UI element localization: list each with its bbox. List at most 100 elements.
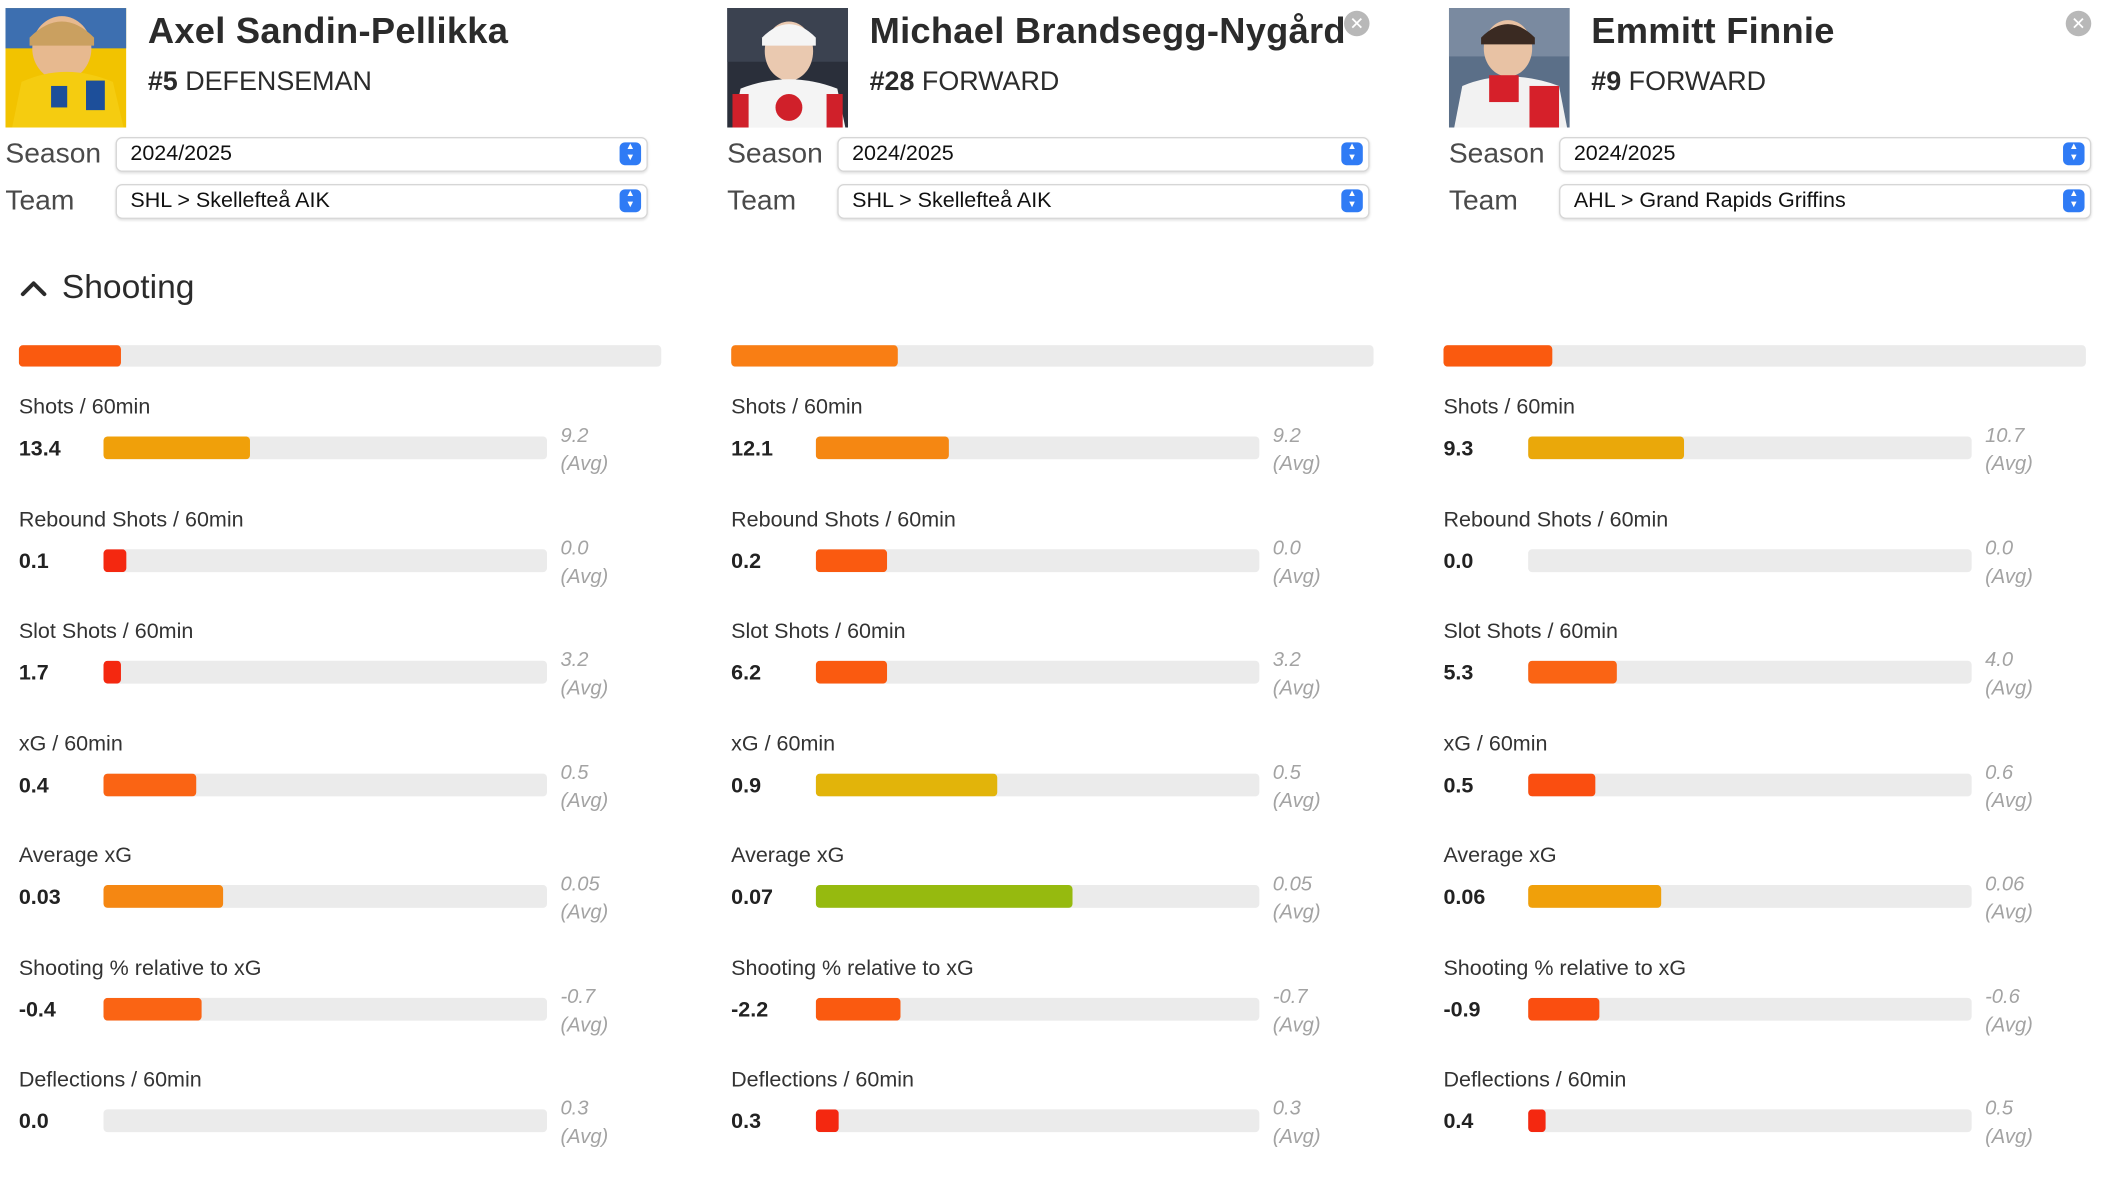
metric-average-suffix: (Avg) bbox=[560, 1125, 609, 1149]
metric-row: Shooting % relative to xG -0.9 -0.6 (Avg) bbox=[1443, 957, 2088, 1051]
metric-average-suffix: (Avg) bbox=[1985, 1125, 2033, 1149]
metric-bar bbox=[1528, 548, 1972, 572]
metric-average-value: 0.05 bbox=[560, 872, 600, 896]
metric-bar bbox=[815, 660, 1260, 684]
metric-average-suffix: (Avg) bbox=[1985, 564, 2033, 588]
metric-label: Deflections / 60min bbox=[731, 1069, 915, 1092]
metric-average-value: 0.5 bbox=[1272, 760, 1301, 784]
season-select[interactable]: 2024/2025 ▲ ▼ bbox=[115, 136, 648, 172]
metric-bar-fill bbox=[815, 436, 949, 460]
player-position-label: FORWARD bbox=[921, 67, 1060, 97]
season-row: Season 2024/2025 ▲ ▼ bbox=[1449, 136, 2092, 172]
metric-row: Slot Shots / 60min 5.3 4.0 (Avg) bbox=[1443, 620, 2088, 714]
metric-average-suffix: (Avg) bbox=[560, 452, 609, 476]
metric-bar bbox=[815, 997, 1260, 1021]
metric-label: Shots / 60min bbox=[18, 396, 151, 420]
metric-average: 0.0 (Avg) bbox=[560, 534, 608, 590]
metric-average-suffix: (Avg) bbox=[1985, 901, 2033, 924]
metric-average-value: -0.6 bbox=[1985, 985, 2020, 1008]
metric-average: 9.2 (Avg) bbox=[560, 422, 608, 478]
select-arrows-icon: ▲ ▼ bbox=[1341, 142, 1363, 166]
metric-row: Shooting % relative to xG -2.2 -0.7 (Avg) bbox=[731, 957, 1376, 1051]
metric-average-value: 4.0 bbox=[1985, 648, 2014, 672]
metric-row: Rebound Shots / 60min 0.2 0.0 (Avg) bbox=[731, 508, 1376, 602]
metric-average-value: 0.0 bbox=[1985, 536, 2014, 560]
team-select[interactable]: SHL > Skellefteå AIK ▲ ▼ bbox=[837, 183, 1370, 219]
metric-value: 0.03 bbox=[18, 886, 61, 910]
metric-bar bbox=[103, 660, 548, 684]
metric-average-suffix: (Avg) bbox=[1985, 1013, 2033, 1037]
metric-average-value: -0.7 bbox=[560, 985, 596, 1008]
metric-row: Shots / 60min 9.3 10.7 (Avg) bbox=[1443, 396, 2088, 490]
team-label: Team bbox=[727, 185, 797, 217]
metric-row: Deflections / 60min 0.3 0.3 (Avg) bbox=[731, 1069, 1376, 1163]
select-arrows-icon: ▲ ▼ bbox=[2063, 142, 2085, 166]
team-value: SHL > Skellefteå AIK bbox=[852, 189, 1052, 213]
season-select[interactable]: 2024/2025 ▲ ▼ bbox=[837, 136, 1370, 172]
metric-bar-fill bbox=[1528, 772, 1595, 796]
player-position-label: DEFENSEMAN bbox=[185, 67, 372, 97]
summary-bar bbox=[18, 345, 662, 367]
season-row: Season 2024/2025 ▲ ▼ bbox=[727, 136, 1370, 172]
metric-label: Shooting % relative to xG bbox=[1443, 956, 1687, 980]
metric-row: Deflections / 60min 0.4 0.5 (Avg) bbox=[1443, 1069, 2088, 1163]
player-number: #9 bbox=[1591, 67, 1622, 97]
metric-label: Shots / 60min bbox=[1443, 396, 1575, 420]
metric-bar-fill bbox=[1528, 436, 1684, 460]
metric-average: 3.2 (Avg) bbox=[1273, 646, 1321, 702]
metric-value: -0.4 bbox=[18, 998, 56, 1022]
metric-row: Average xG 0.06 0.06 (Avg) bbox=[1443, 845, 2088, 939]
metric-average-suffix: (Avg) bbox=[560, 564, 609, 588]
metric-average-value: 0.6 bbox=[1985, 760, 2014, 784]
metric-value: 12.1 bbox=[731, 437, 773, 461]
metric-value: -0.9 bbox=[1443, 998, 1481, 1022]
metric-label: Rebound Shots / 60min bbox=[18, 508, 244, 532]
metric-bar-fill bbox=[103, 548, 126, 572]
metric-bar bbox=[103, 772, 548, 796]
metric-average-suffix: (Avg) bbox=[1985, 452, 2033, 476]
season-select[interactable]: 2024/2025 ▲ ▼ bbox=[1559, 136, 2092, 172]
summary-bar-fill bbox=[731, 345, 899, 367]
metric-bar-fill bbox=[1528, 997, 1600, 1021]
metric-average: -0.6 (Avg) bbox=[1985, 982, 2033, 1038]
team-row: Team AHL > Grand Rapids Griffins ▲ ▼ bbox=[1449, 183, 2092, 219]
remove-player-close-icon[interactable]: ✕ bbox=[2065, 10, 2092, 37]
metric-average-suffix: (Avg) bbox=[1272, 564, 1321, 588]
metric-bar bbox=[1528, 436, 1972, 460]
summary-bar bbox=[731, 345, 1374, 367]
season-label: Season bbox=[5, 138, 102, 170]
metric-average-suffix: (Avg) bbox=[560, 676, 609, 700]
metric-average: 0.6 (Avg) bbox=[1985, 758, 2033, 814]
metric-average: 0.0 (Avg) bbox=[1985, 534, 2033, 590]
section-title: Shooting bbox=[61, 268, 195, 307]
metric-bar-fill bbox=[1528, 1109, 1546, 1133]
metric-label: Slot Shots / 60min bbox=[1443, 620, 1618, 644]
metric-bar bbox=[1528, 885, 1972, 908]
metric-row: Shots / 60min 12.1 9.2 (Avg) bbox=[731, 396, 1376, 490]
metric-bar bbox=[815, 436, 1260, 460]
team-select[interactable]: AHL > Grand Rapids Griffins ▲ ▼ bbox=[1559, 183, 2092, 219]
metric-bar-fill bbox=[815, 660, 887, 684]
team-row: Team SHL > Skellefteå AIK ▲ ▼ bbox=[727, 183, 1370, 219]
metric-value: 9.3 bbox=[1443, 437, 1474, 461]
metric-bar-fill bbox=[815, 1109, 838, 1133]
player-position: #28 FORWARD bbox=[870, 67, 1060, 98]
remove-player-close-icon[interactable]: ✕ bbox=[1344, 10, 1370, 37]
metric-value: 0.5 bbox=[1443, 774, 1474, 798]
metric-label: Shooting % relative to xG bbox=[18, 956, 262, 980]
metric-label: xG / 60min bbox=[731, 732, 836, 756]
metric-bar bbox=[1528, 997, 1972, 1021]
metric-average-suffix: (Avg) bbox=[1272, 789, 1321, 812]
metric-row: Rebound Shots / 60min 0.0 0.0 (Avg) bbox=[1443, 508, 2088, 602]
metric-bar-fill bbox=[103, 885, 224, 908]
metric-bar-fill bbox=[1528, 885, 1662, 908]
metric-average-value: 3.2 bbox=[1272, 648, 1301, 672]
metric-average-value: 0.3 bbox=[560, 1097, 589, 1121]
metric-label: Deflections / 60min bbox=[1443, 1069, 1627, 1092]
team-select[interactable]: SHL > Skellefteå AIK ▲ ▼ bbox=[115, 183, 648, 219]
metric-average: 10.7 (Avg) bbox=[1985, 422, 2033, 478]
metric-bar bbox=[815, 772, 1260, 796]
metric-bar bbox=[815, 1109, 1260, 1133]
metric-label: Deflections / 60min bbox=[18, 1069, 202, 1092]
